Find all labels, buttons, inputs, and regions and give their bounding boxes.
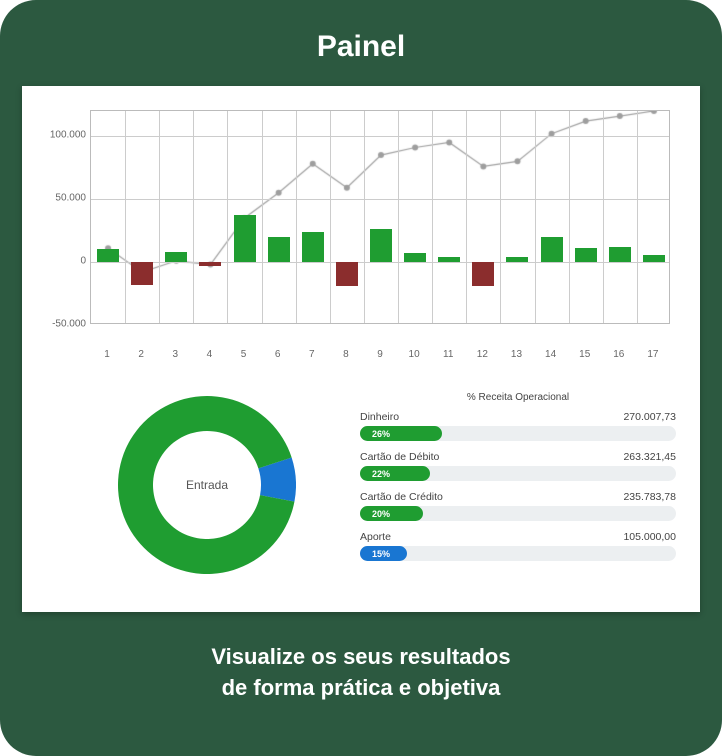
receita-bar-bg: 15% <box>360 546 676 561</box>
bar <box>268 237 290 262</box>
x-axis-label: 17 <box>643 349 663 360</box>
dashboard-card: Painel -50.000050.000100.000123456789101… <box>0 0 722 756</box>
bar <box>643 255 665 263</box>
bar <box>97 249 119 262</box>
receita-label: Aporte <box>360 531 391 543</box>
bar <box>165 252 187 262</box>
receita-list: % Receita Operacional Dinheiro 270.007,73… <box>360 392 676 571</box>
receita-pct: 20% <box>372 506 390 521</box>
bar <box>234 215 256 262</box>
bar <box>199 262 221 266</box>
receita-row: Cartão de Débito 263.321,45 22% <box>360 451 676 481</box>
x-axis-label: 12 <box>472 349 492 360</box>
x-axis-label: 4 <box>199 349 219 360</box>
x-axis-label: 1 <box>97 349 117 360</box>
bar <box>575 248 597 262</box>
receita-pct: 15% <box>372 546 390 561</box>
x-axis-label: 15 <box>575 349 595 360</box>
x-axis-label: 6 <box>268 349 288 360</box>
combo-chart: -50.000050.000100.0001234567891011121314… <box>38 110 678 360</box>
donut-chart: Entrada <box>118 396 296 574</box>
bar <box>506 257 528 262</box>
receita-value: 263.321,45 <box>623 451 676 463</box>
receita-bar-bg: 20% <box>360 506 676 521</box>
receita-row: Dinheiro 270.007,73 26% <box>360 411 676 441</box>
charts-panel: -50.000050.000100.0001234567891011121314… <box>22 86 700 612</box>
receita-title: % Receita Operacional <box>360 392 676 403</box>
receita-pct: 26% <box>372 426 390 441</box>
y-axis-label: 0 <box>38 256 86 267</box>
subtitle: Visualize os seus resultados de forma pr… <box>211 642 510 704</box>
subtitle-line2: de forma prática e objetiva <box>222 675 501 700</box>
receita-pct: 22% <box>372 466 390 481</box>
bar <box>609 247 631 262</box>
receita-bar-bg: 22% <box>360 466 676 481</box>
y-axis-label: 100.000 <box>38 130 86 141</box>
receita-bar-fg: 20% <box>360 506 423 521</box>
bar <box>404 253 426 262</box>
receita-value: 105.000,00 <box>623 531 676 543</box>
plot-area <box>90 110 670 324</box>
receita-label: Dinheiro <box>360 411 399 423</box>
x-axis-label: 3 <box>165 349 185 360</box>
trend-line <box>91 111 671 325</box>
receita-bar-bg: 26% <box>360 426 676 441</box>
receita-label: Cartão de Crédito <box>360 491 443 503</box>
receita-label: Cartão de Débito <box>360 451 439 463</box>
y-axis-label: 50.000 <box>38 193 86 204</box>
bar <box>472 262 494 286</box>
bar <box>370 229 392 262</box>
bar <box>541 237 563 262</box>
y-axis-label: -50.000 <box>38 319 86 330</box>
x-axis-label: 8 <box>336 349 356 360</box>
receita-bar-fg: 15% <box>360 546 407 561</box>
receita-bar-fg: 26% <box>360 426 442 441</box>
subtitle-line1: Visualize os seus resultados <box>211 644 510 669</box>
bar <box>302 232 324 262</box>
receita-row: Aporte 105.000,00 15% <box>360 531 676 561</box>
x-axis-label: 16 <box>609 349 629 360</box>
x-axis-label: 11 <box>438 349 458 360</box>
page-title: Painel <box>317 30 405 64</box>
bar <box>438 257 460 262</box>
x-axis-label: 7 <box>302 349 322 360</box>
bar <box>336 262 358 286</box>
bar <box>131 262 153 285</box>
receita-value: 270.007,73 <box>623 411 676 423</box>
receita-value: 235.783,78 <box>623 491 676 503</box>
x-axis-label: 14 <box>541 349 561 360</box>
donut-label: Entrada <box>118 396 296 574</box>
x-axis-label: 9 <box>370 349 390 360</box>
x-axis-label: 10 <box>404 349 424 360</box>
x-axis-label: 2 <box>131 349 151 360</box>
receita-row: Cartão de Crédito 235.783,78 20% <box>360 491 676 521</box>
x-axis-label: 13 <box>506 349 526 360</box>
x-axis-label: 5 <box>234 349 254 360</box>
receita-bar-fg: 22% <box>360 466 430 481</box>
